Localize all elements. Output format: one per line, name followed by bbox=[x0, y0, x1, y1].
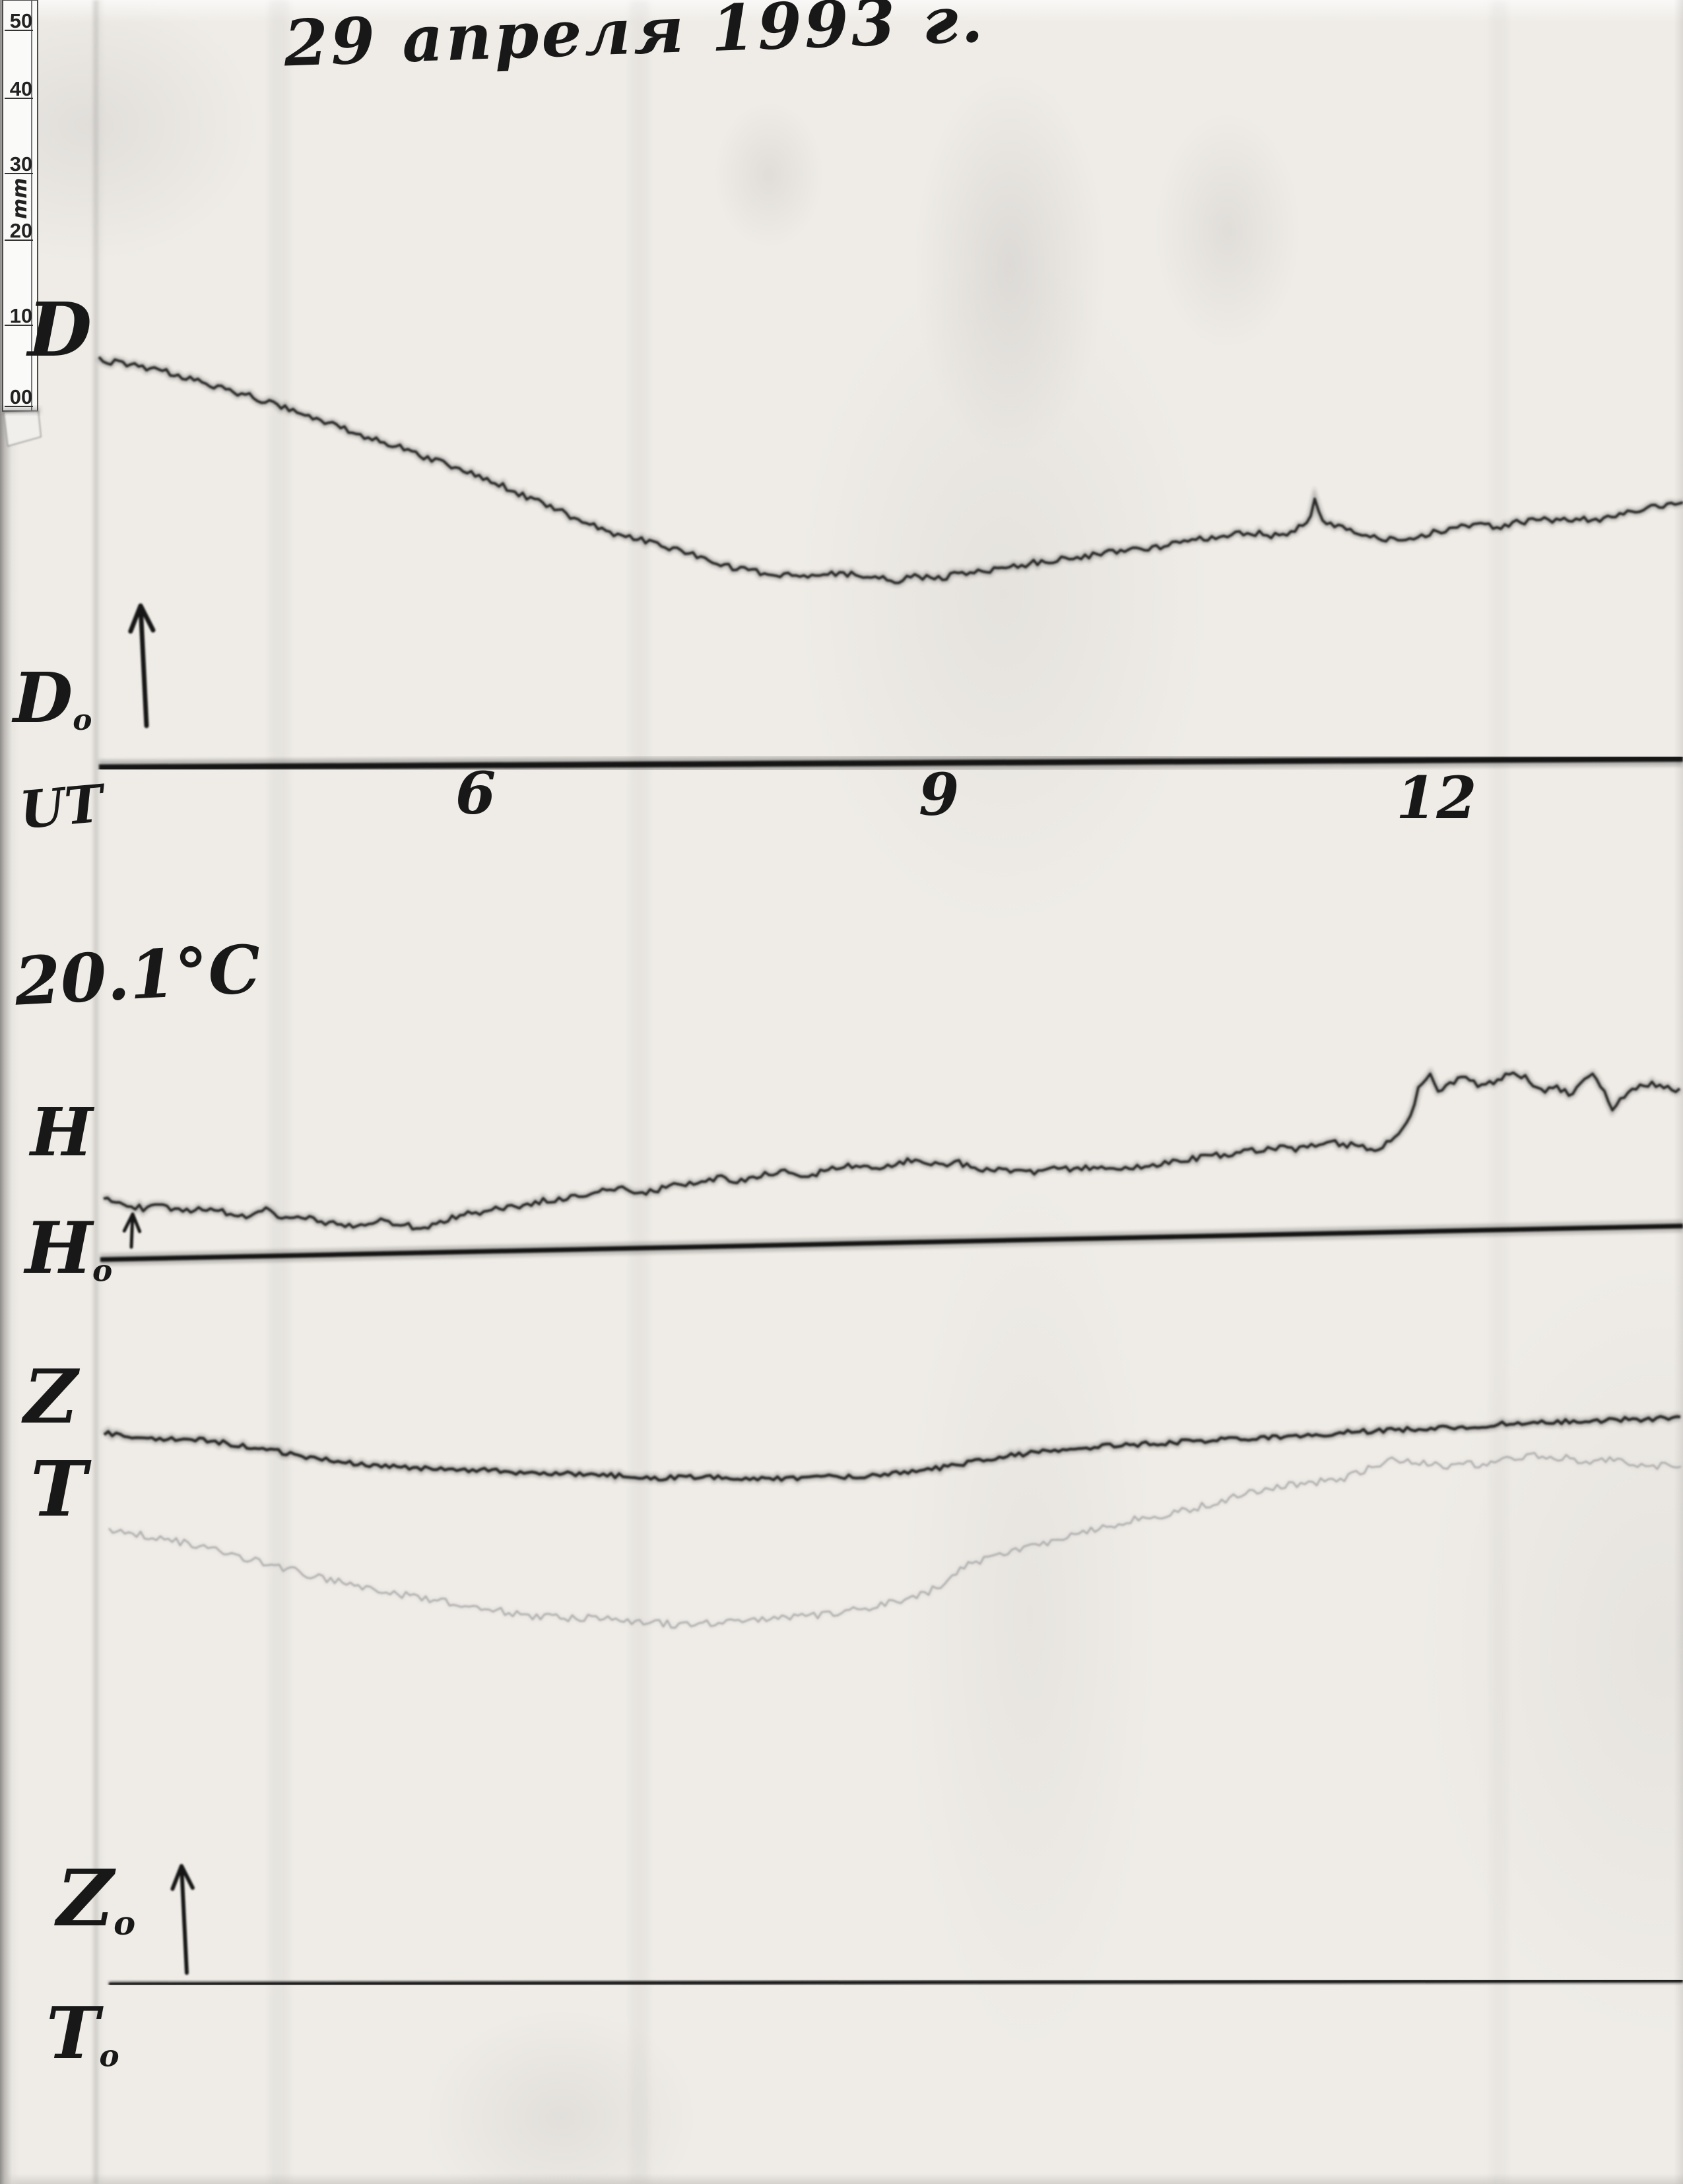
recorded-traces bbox=[96, 354, 1683, 1631]
z-baseline-label-sub: o bbox=[114, 1903, 136, 1943]
ruler-mark-30: 30 bbox=[10, 152, 32, 176]
h-trace-halo bbox=[103, 1067, 1682, 1233]
ruler-mark-00: 00 bbox=[10, 385, 32, 408]
h-baseline-label-main: H bbox=[25, 1207, 93, 1290]
z-trace bbox=[103, 1415, 1681, 1482]
h-trace bbox=[103, 1071, 1681, 1231]
t-baseline-label-sub: o bbox=[99, 2038, 119, 2074]
d0-baseline-halo bbox=[98, 752, 1683, 775]
time-label-6: 6 bbox=[455, 759, 496, 827]
d-baseline-label: Do bbox=[13, 664, 92, 735]
h-baseline-label-sub: o bbox=[92, 1252, 113, 1289]
d-up-arrow bbox=[128, 603, 156, 728]
h-up-arrow bbox=[122, 1212, 142, 1249]
z0_t0-baseline-halo bbox=[108, 1977, 1683, 1988]
baseline-lines bbox=[98, 752, 1683, 1988]
d-baseline-label-main: D bbox=[13, 657, 73, 738]
ruler-mark-40: 40 bbox=[10, 77, 32, 100]
h-trace-label: H bbox=[30, 1093, 93, 1171]
temperature-annotation: 20.1°C bbox=[13, 930, 263, 1021]
z-baseline-label-main: Z bbox=[57, 1852, 114, 1944]
z-baseline-label: Zo bbox=[57, 1859, 135, 1940]
ruler-mark-20: 20 bbox=[10, 219, 32, 242]
ruler-unit-label: mm bbox=[9, 177, 32, 219]
d-trace-label: D bbox=[28, 287, 92, 373]
t-trace bbox=[108, 1452, 1682, 1629]
z-trace-label: Z bbox=[24, 1354, 78, 1440]
d-trace bbox=[98, 356, 1683, 585]
time-label-12: 12 bbox=[1396, 763, 1477, 832]
t-baseline-label-main: T bbox=[46, 1992, 100, 2075]
h0-baseline-halo bbox=[100, 1220, 1683, 1266]
z-up-arrow bbox=[170, 1864, 195, 1975]
mm-scale-ruler: 50 40 30 20 10 00 mm bbox=[2, 0, 42, 447]
t-baseline-label: To bbox=[46, 1998, 119, 2071]
d-trace-halo bbox=[96, 354, 1683, 587]
ruler-strip-end bbox=[3, 410, 42, 447]
annotation-arrows bbox=[96, 63, 195, 1975]
ruler-shadow bbox=[3, 407, 40, 414]
h-baseline-label: Ho bbox=[25, 1213, 112, 1286]
ruler-mark-10: 10 bbox=[10, 304, 32, 327]
d-baseline-label-sub: o bbox=[73, 703, 92, 738]
time-label-9: 9 bbox=[919, 760, 960, 829]
time-axis-label: UT bbox=[17, 773, 106, 841]
t-trace-label: T bbox=[30, 1445, 87, 1534]
ruler-mark-50: 50 bbox=[10, 9, 32, 32]
